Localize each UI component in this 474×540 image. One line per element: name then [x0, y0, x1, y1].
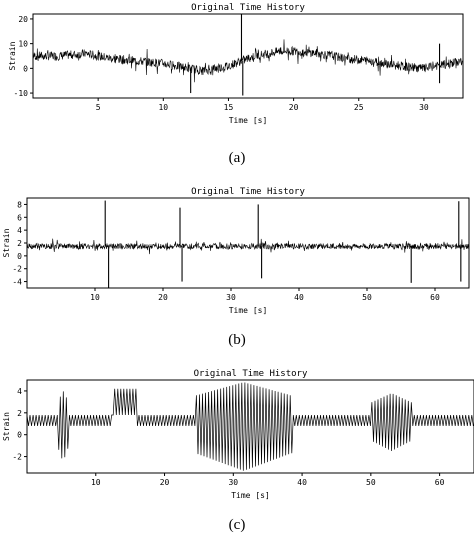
- y-tick-label: 10: [18, 40, 28, 49]
- chart-a-svg: Original Time History 5 10 15 20 25 30 -10 0 10 20…: [8, 3, 464, 125]
- x-tick-label: 5: [96, 103, 101, 112]
- y-axis-label: Strain: [8, 41, 17, 70]
- chart-c: Original Time History 10 20 30 40 50 60 -2 0 2 4 Ti…: [0, 366, 474, 511]
- x-axis-label: Time [s]: [231, 491, 270, 500]
- chart-b-svg: Original Time History 10 20 30 40 50 60 -4 -2 0 2 4…: [2, 187, 470, 315]
- x-tick-label: 40: [297, 478, 307, 487]
- plot-frame: [26, 379, 474, 474]
- caption-b: (b): [228, 332, 246, 348]
- y-tick-label: 0: [17, 431, 22, 440]
- x-tick-label: 20: [158, 293, 168, 302]
- caption-a: (a): [228, 150, 246, 166]
- x-tick-label: 60: [430, 293, 440, 302]
- y-tick-label: -10: [14, 89, 29, 98]
- y-tick-label: 0: [23, 64, 28, 73]
- chart-a: Original Time History 5 10 15 20 25 30 -10 0 10 20…: [0, 0, 474, 145]
- y-tick-label: 20: [18, 15, 28, 24]
- chart-c-svg: Original Time History 10 20 30 40 50 60 -2 0 2 4 Ti…: [2, 369, 474, 500]
- y-tick-label: 4: [17, 387, 22, 396]
- chart-b: Original Time History 10 20 30 40 50 60 -4 -2 0 2 4…: [0, 180, 474, 340]
- x-tick-label: 10: [91, 478, 101, 487]
- x-tick-label: 50: [362, 293, 372, 302]
- x-axis-label: Time [s]: [229, 116, 268, 125]
- y-tick-label: 2: [17, 409, 22, 418]
- x-tick-label: 25: [354, 103, 364, 112]
- plot-frame: [32, 13, 464, 99]
- y-tick-label: -4: [12, 278, 22, 287]
- x-tick-label: 15: [224, 103, 234, 112]
- y-tick-label: 8: [17, 200, 22, 209]
- x-tick-label: 20: [160, 478, 170, 487]
- x-tick-label: 20: [289, 103, 299, 112]
- caption-c: (c): [228, 517, 246, 533]
- series-line: [32, 39, 463, 83]
- y-axis-label: Strain: [2, 412, 11, 441]
- series-line: [26, 382, 474, 471]
- x-tick-label: 10: [158, 103, 168, 112]
- x-axis-label: Time [s]: [229, 306, 268, 315]
- chart-title: Original Time History: [194, 369, 308, 379]
- x-tick-label: 60: [435, 478, 445, 487]
- y-tick-label: 0: [17, 252, 22, 261]
- y-tick-label: -2: [12, 453, 22, 462]
- y-tick-label: 2: [17, 239, 22, 248]
- chart-title: Original Time History: [191, 187, 305, 197]
- series-line: [26, 238, 470, 255]
- x-tick-label: 50: [366, 478, 376, 487]
- x-tick-label: 30: [228, 478, 238, 487]
- x-tick-label: 40: [294, 293, 304, 302]
- y-tick-label: 6: [17, 213, 22, 222]
- x-tick-label: 10: [90, 293, 100, 302]
- y-tick-label: 4: [17, 226, 22, 235]
- y-axis-label: Strain: [2, 228, 11, 257]
- plot-frame: [26, 197, 470, 289]
- y-tick-label: -2: [12, 265, 22, 274]
- x-tick-label: 30: [226, 293, 236, 302]
- x-tick-label: 30: [419, 103, 429, 112]
- chart-title: Original Time History: [191, 3, 305, 13]
